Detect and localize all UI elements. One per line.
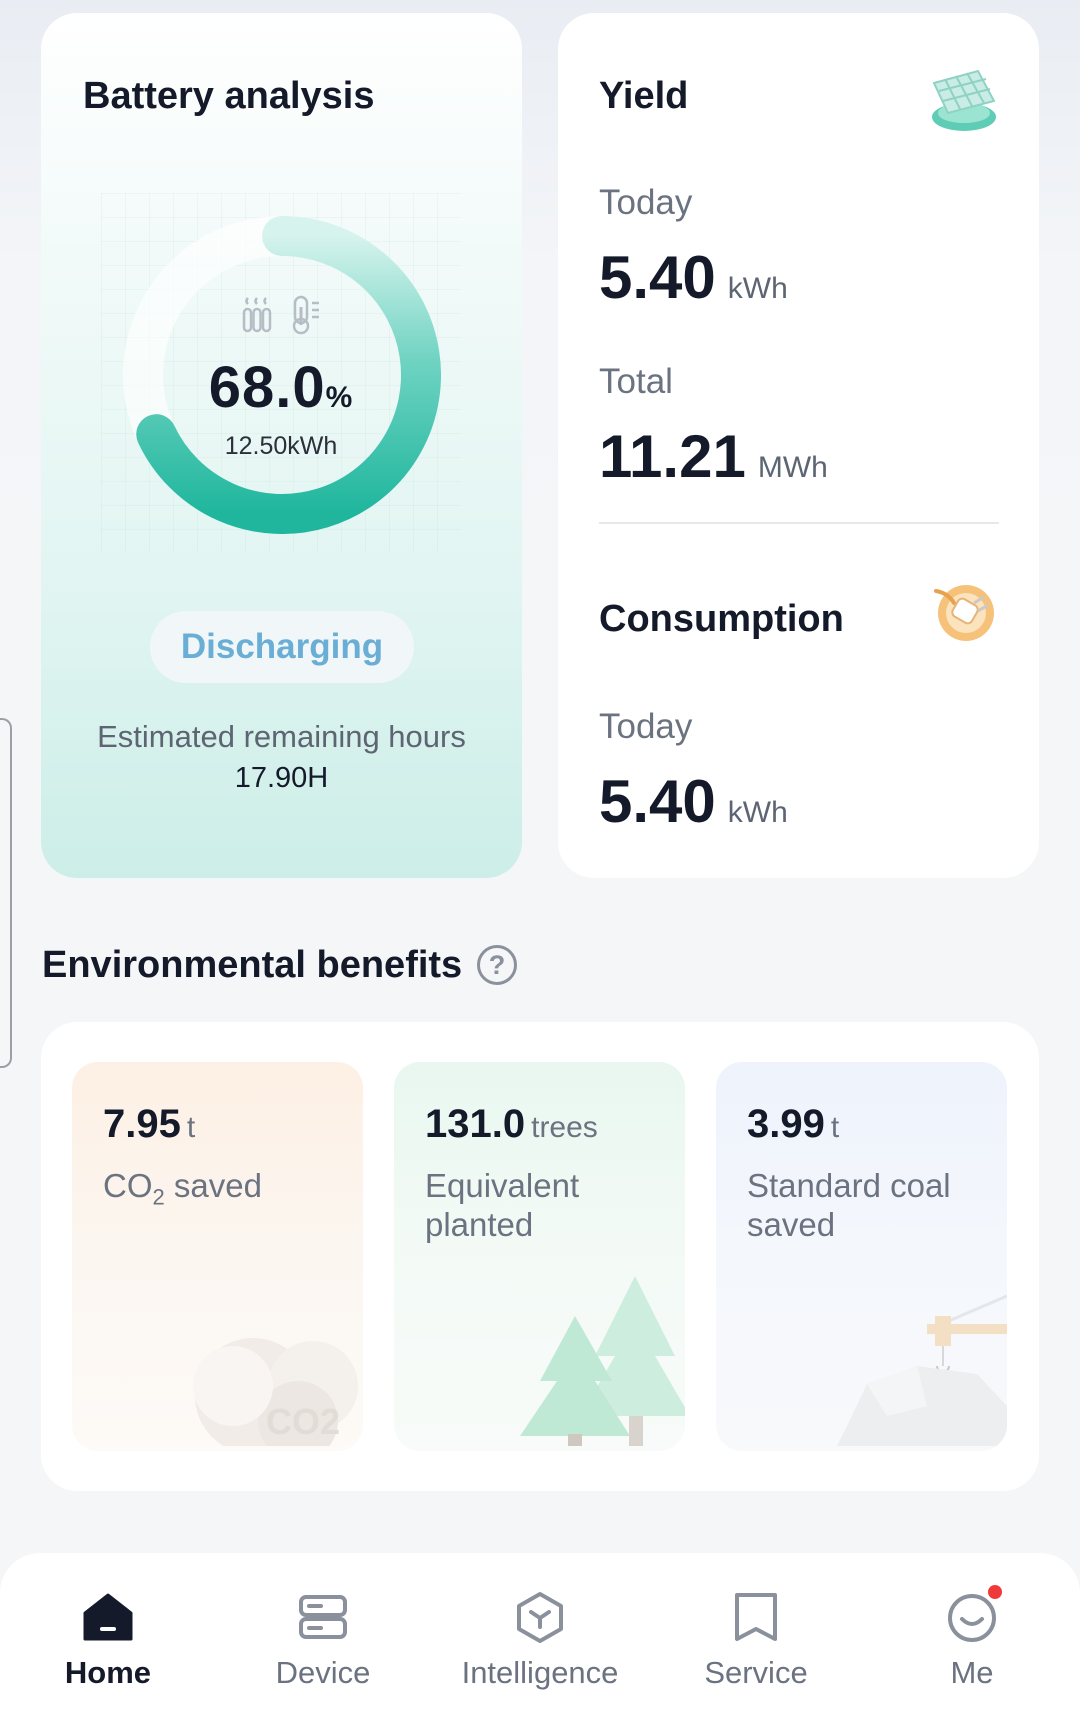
coal-saved-unit: t — [830, 1111, 840, 1144]
battery-status-icons — [164, 295, 398, 340]
benefit-coal-saved[interactable]: 3.99 t Standard coal saved — [716, 1062, 1007, 1451]
yield-consumption-card[interactable]: Yield Today 5.40 kWh Total 11.21 MWh Consu… — [558, 13, 1039, 878]
nav-device[interactable]: Device — [223, 1591, 423, 1691]
nav-me-label: Me — [950, 1655, 994, 1690]
co2-saved: 7.95 t — [103, 1102, 195, 1147]
benefit-trees-planted[interactable]: 131.0 trees Equivalent planted — [394, 1062, 685, 1451]
nav-intelligence[interactable]: Intelligence — [440, 1591, 640, 1691]
battery-ring-center: 68.0% 12.50kWh — [164, 257, 398, 491]
trees-planted-value: 131.0 — [425, 1102, 526, 1146]
me-icon — [946, 1585, 1002, 1643]
yield-total-value: 11.21 — [599, 423, 746, 490]
nav-service-label: Service — [704, 1655, 808, 1690]
coal-saved: 3.99 t — [747, 1102, 839, 1147]
trees-planted-label: Equivalent planted — [425, 1167, 580, 1243]
battery-soc-ring — [123, 216, 441, 534]
co2-label-post: saved — [164, 1167, 262, 1204]
battery-percent-value: 68.0 — [208, 355, 326, 420]
yield-today-unit: kWh — [727, 272, 788, 305]
yield-divider — [599, 522, 999, 524]
service-icon — [730, 1591, 782, 1643]
battery-status-badge: Discharging — [150, 611, 414, 683]
home-icon — [82, 1591, 134, 1643]
yield-total-unit: MWh — [757, 451, 828, 484]
battery-analysis-card[interactable]: Battery analysis — [41, 13, 522, 878]
nav-service[interactable]: Service — [656, 1591, 856, 1691]
yield-today-label: Today — [599, 183, 693, 222]
yield-total-label: Total — [599, 362, 673, 401]
bottom-navigation: Home Device Intelligence Service — [0, 1553, 1080, 1722]
thermometer-icon — [290, 295, 322, 340]
battery-energy: 12.50kWh — [224, 432, 338, 460]
yield-today: 5.40 kWh — [599, 243, 788, 312]
consumption-today-value: 5.40 — [599, 768, 716, 835]
notification-dot — [988, 1585, 1002, 1599]
device-icon — [297, 1591, 349, 1643]
battery-title: Battery analysis — [83, 75, 375, 117]
trees-planted: 131.0 trees — [425, 1102, 598, 1147]
battery-percent: 68.0% — [164, 354, 398, 421]
battery-soc-arc — [136, 216, 441, 534]
coal-saved-value: 3.99 — [747, 1102, 825, 1146]
tree-illustration — [505, 1266, 685, 1451]
nav-intelligence-label: Intelligence — [461, 1655, 619, 1690]
solar-panel-icon — [924, 61, 1000, 142]
yield-total: 11.21 MWh — [599, 422, 828, 491]
remaining-hours-value: 17.90H — [234, 762, 329, 794]
consumption-today: 5.40 kWh — [599, 767, 788, 836]
environmental-benefits-card: 7.95 t CO2 saved CO2 131.0 trees Equivalen… — [41, 1022, 1039, 1491]
co2-label-pre: CO — [103, 1167, 153, 1204]
coal-saved-label: Standard coal saved — [747, 1167, 951, 1243]
nav-device-label: Device — [275, 1655, 371, 1690]
co2-saved-label: CO2 saved — [103, 1166, 343, 1217]
heating-icon — [240, 295, 274, 340]
battery-percent-unit: % — [325, 381, 354, 414]
co2-saved-value: 7.95 — [103, 1102, 181, 1146]
benefit-co2-saved[interactable]: 7.95 t CO2 saved CO2 — [72, 1062, 363, 1451]
nav-home[interactable]: Home — [8, 1591, 208, 1691]
nav-me[interactable]: Me — [872, 1585, 1072, 1691]
remaining-hours-label: Estimated remaining hours — [97, 719, 466, 754]
yield-title: Yield — [599, 75, 689, 117]
co2-label-sub: 2 — [152, 1184, 165, 1210]
plug-icon — [928, 573, 1000, 650]
yield-today-value: 5.40 — [599, 244, 716, 311]
side-drawer-handle[interactable] — [0, 718, 12, 1068]
consumption-today-unit: kWh — [727, 796, 788, 829]
co2-cloud-illustration: CO2 — [173, 1296, 363, 1451]
nav-home-label: Home — [64, 1655, 152, 1690]
intelligence-icon — [514, 1591, 566, 1643]
consumption-title: Consumption — [599, 598, 844, 640]
coal-crane-illustration — [817, 1256, 1007, 1451]
help-icon[interactable]: ? — [477, 945, 517, 985]
co2-saved-unit: t — [186, 1111, 196, 1144]
environmental-benefits-title: Environmental benefits — [42, 944, 463, 986]
co2-cloud-label: CO2 — [266, 1401, 340, 1442]
consumption-today-label: Today — [599, 707, 693, 746]
trees-planted-unit: trees — [531, 1111, 598, 1144]
